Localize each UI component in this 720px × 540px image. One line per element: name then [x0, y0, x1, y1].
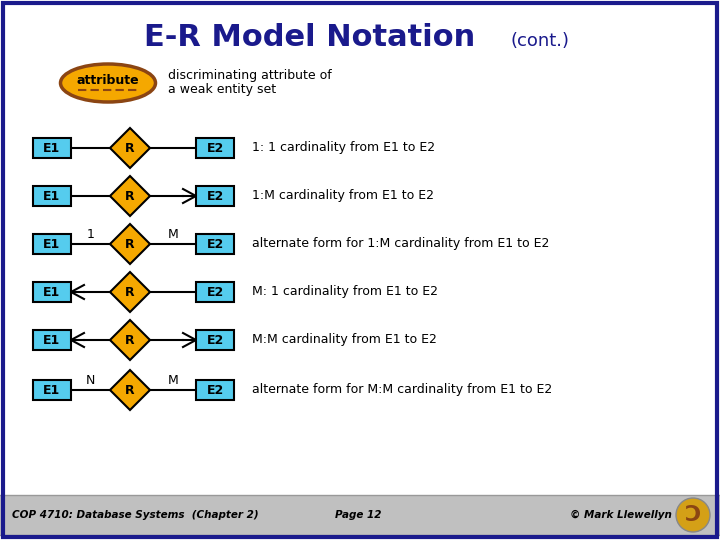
FancyBboxPatch shape: [33, 282, 71, 302]
Text: COP 4710: Database Systems  (Chapter 2): COP 4710: Database Systems (Chapter 2): [12, 510, 258, 520]
FancyBboxPatch shape: [33, 186, 71, 206]
Text: M: M: [168, 374, 179, 387]
FancyBboxPatch shape: [33, 380, 71, 400]
Text: a weak entity set: a weak entity set: [168, 84, 276, 97]
Ellipse shape: [60, 64, 156, 102]
Text: Page 12: Page 12: [335, 510, 382, 520]
FancyBboxPatch shape: [196, 234, 234, 254]
Text: 1: 1: [86, 227, 94, 240]
Text: E1: E1: [43, 383, 60, 396]
FancyBboxPatch shape: [33, 330, 71, 350]
Text: E2: E2: [207, 334, 224, 347]
Polygon shape: [110, 370, 150, 410]
Text: 1: 1 cardinality from E1 to E2: 1: 1 cardinality from E1 to E2: [252, 141, 435, 154]
Polygon shape: [110, 176, 150, 216]
Text: E2: E2: [207, 141, 224, 154]
Polygon shape: [110, 224, 150, 264]
Text: Ↄ: Ↄ: [685, 505, 701, 525]
Text: R: R: [125, 141, 135, 154]
Text: M:M cardinality from E1 to E2: M:M cardinality from E1 to E2: [252, 334, 437, 347]
Text: R: R: [125, 190, 135, 202]
FancyBboxPatch shape: [196, 330, 234, 350]
Text: attribute: attribute: [77, 75, 139, 87]
Text: N: N: [86, 374, 95, 387]
FancyBboxPatch shape: [196, 380, 234, 400]
Text: E1: E1: [43, 141, 60, 154]
Bar: [0, 495, 720, 535]
Polygon shape: [110, 272, 150, 312]
Text: © Mark Llewellyn: © Mark Llewellyn: [570, 510, 672, 520]
Text: alternate form for M:M cardinality from E1 to E2: alternate form for M:M cardinality from …: [252, 383, 552, 396]
FancyBboxPatch shape: [196, 282, 234, 302]
Text: R: R: [125, 286, 135, 299]
Text: E1: E1: [43, 286, 60, 299]
FancyBboxPatch shape: [33, 138, 71, 158]
Text: (cont.): (cont.): [510, 32, 569, 50]
FancyBboxPatch shape: [33, 234, 71, 254]
Text: E2: E2: [207, 190, 224, 202]
Polygon shape: [110, 320, 150, 360]
Text: M: M: [168, 227, 179, 240]
Circle shape: [676, 498, 710, 532]
Text: E2: E2: [207, 238, 224, 251]
Text: discriminating attribute of: discriminating attribute of: [168, 70, 332, 83]
Text: E-R Model Notation: E-R Model Notation: [145, 24, 476, 52]
Text: R: R: [125, 334, 135, 347]
Text: E1: E1: [43, 334, 60, 347]
FancyBboxPatch shape: [196, 186, 234, 206]
Text: E2: E2: [207, 286, 224, 299]
Text: R: R: [125, 238, 135, 251]
Polygon shape: [110, 128, 150, 168]
Text: E1: E1: [43, 190, 60, 202]
Text: E2: E2: [207, 383, 224, 396]
Text: E1: E1: [43, 238, 60, 251]
Text: R: R: [125, 383, 135, 396]
FancyBboxPatch shape: [196, 138, 234, 158]
Text: M: 1 cardinality from E1 to E2: M: 1 cardinality from E1 to E2: [252, 286, 438, 299]
Text: alternate form for 1:M cardinality from E1 to E2: alternate form for 1:M cardinality from …: [252, 238, 549, 251]
Text: 1:M cardinality from E1 to E2: 1:M cardinality from E1 to E2: [252, 190, 434, 202]
